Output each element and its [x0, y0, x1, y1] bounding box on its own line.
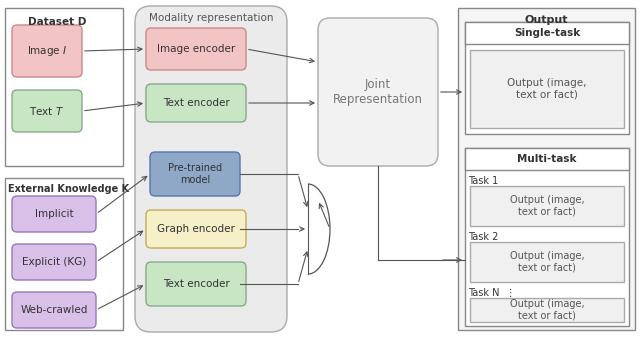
FancyBboxPatch shape — [12, 292, 96, 328]
Text: Output: Output — [524, 15, 568, 25]
FancyBboxPatch shape — [12, 25, 82, 77]
FancyBboxPatch shape — [12, 244, 96, 280]
Text: Single-task: Single-task — [514, 28, 580, 38]
FancyBboxPatch shape — [146, 262, 246, 306]
Text: Text encoder: Text encoder — [163, 279, 229, 289]
FancyBboxPatch shape — [465, 22, 629, 134]
FancyBboxPatch shape — [146, 210, 246, 248]
Text: Task 1: Task 1 — [468, 176, 499, 186]
Text: Dataset D: Dataset D — [28, 17, 86, 27]
FancyBboxPatch shape — [470, 186, 624, 226]
FancyBboxPatch shape — [465, 22, 629, 44]
FancyBboxPatch shape — [465, 148, 629, 326]
Text: Output (image,
text or fact): Output (image, text or fact) — [509, 251, 584, 273]
Text: Image $\mathit{I}$: Image $\mathit{I}$ — [27, 44, 67, 58]
FancyBboxPatch shape — [470, 298, 624, 322]
FancyBboxPatch shape — [12, 90, 82, 132]
FancyBboxPatch shape — [5, 8, 123, 166]
Text: Task 2: Task 2 — [468, 232, 499, 242]
Text: Task N  ⋮: Task N ⋮ — [468, 288, 515, 298]
FancyBboxPatch shape — [318, 18, 438, 166]
FancyBboxPatch shape — [146, 84, 246, 122]
Text: Explicit (KG): Explicit (KG) — [22, 257, 86, 267]
FancyBboxPatch shape — [465, 148, 629, 170]
Text: External Knowledge K: External Knowledge K — [8, 184, 129, 194]
Text: Pre-trained
model: Pre-trained model — [168, 163, 222, 185]
Text: Output (image,
text or fact): Output (image, text or fact) — [509, 195, 584, 217]
Text: Output (image,
text or fact): Output (image, text or fact) — [508, 78, 587, 100]
Text: Joint
Representation: Joint Representation — [333, 78, 423, 106]
Text: Modality representation: Modality representation — [148, 13, 273, 23]
FancyBboxPatch shape — [135, 6, 287, 332]
Text: Web-crawled: Web-crawled — [20, 305, 88, 315]
FancyBboxPatch shape — [150, 152, 240, 196]
Text: Implicit: Implicit — [35, 209, 74, 219]
FancyBboxPatch shape — [458, 8, 635, 330]
Text: Output (image,
text or fact): Output (image, text or fact) — [509, 299, 584, 321]
FancyBboxPatch shape — [5, 178, 123, 330]
Text: Text $\mathit{T}$: Text $\mathit{T}$ — [29, 105, 65, 117]
FancyBboxPatch shape — [12, 196, 96, 232]
Text: Graph encoder: Graph encoder — [157, 224, 235, 234]
Text: Multi-task: Multi-task — [517, 154, 577, 164]
Text: Text encoder: Text encoder — [163, 98, 229, 108]
FancyBboxPatch shape — [146, 28, 246, 70]
Text: Image encoder: Image encoder — [157, 44, 235, 54]
FancyBboxPatch shape — [470, 242, 624, 282]
FancyBboxPatch shape — [470, 50, 624, 128]
